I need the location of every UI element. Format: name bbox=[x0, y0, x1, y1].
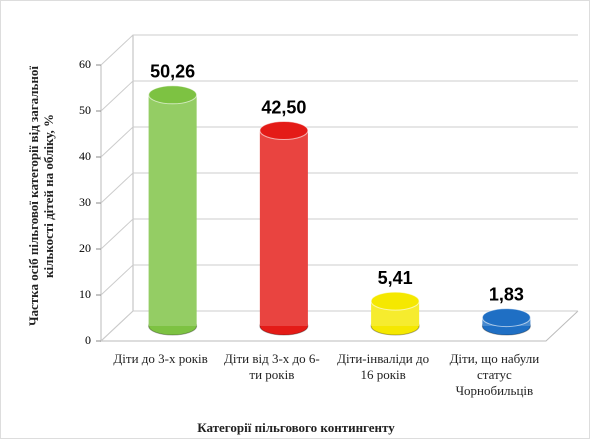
y-tick-label: 40 bbox=[79, 149, 91, 163]
bar-shade bbox=[148, 94, 197, 326]
grid-line bbox=[100, 310, 578, 342]
x-tick-label: Діти до 3-х років bbox=[113, 351, 208, 366]
bar bbox=[259, 121, 309, 336]
bar bbox=[370, 291, 420, 336]
y-tick-label: 60 bbox=[79, 57, 91, 71]
value-label: 50,26 bbox=[150, 62, 195, 82]
y-tick-label: 50 bbox=[79, 103, 91, 117]
value-label: 5,41 bbox=[378, 268, 413, 288]
grid-line bbox=[100, 264, 578, 296]
bar-top bbox=[259, 121, 309, 140]
bar-top bbox=[370, 291, 420, 311]
bar-top bbox=[148, 85, 198, 105]
bar-shade bbox=[259, 130, 308, 326]
bar bbox=[148, 85, 198, 336]
grid-line bbox=[100, 218, 578, 250]
grid-line bbox=[100, 126, 578, 158]
bar-body bbox=[148, 94, 197, 326]
y-tick-label: 30 bbox=[79, 195, 91, 209]
y-tick-label: 20 bbox=[79, 241, 91, 255]
bar-top bbox=[481, 308, 531, 328]
bar-body bbox=[259, 130, 308, 326]
y-tick-label: 0 bbox=[85, 333, 91, 347]
x-tick-label: Діти-інваліди до 16 років bbox=[337, 351, 430, 382]
x-tick-label: Діти від 3-х до 6-ти років bbox=[223, 351, 320, 382]
grid-line bbox=[100, 172, 578, 204]
y-tick-label: 10 bbox=[79, 287, 91, 301]
y-axis-label: Частка осіб пільгової категорії від зага… bbox=[26, 65, 56, 327]
value-label: 1,83 bbox=[489, 284, 524, 304]
x-tick-label: Діти, що набули статус Чорнобильців bbox=[449, 351, 540, 398]
x-axis-label: Категорії пільгового контингенту bbox=[197, 420, 395, 435]
floor bbox=[101, 310, 579, 342]
value-label: 42,50 bbox=[261, 97, 306, 117]
bar bbox=[481, 308, 531, 336]
grid-line bbox=[100, 34, 578, 66]
grid-line bbox=[100, 80, 578, 112]
